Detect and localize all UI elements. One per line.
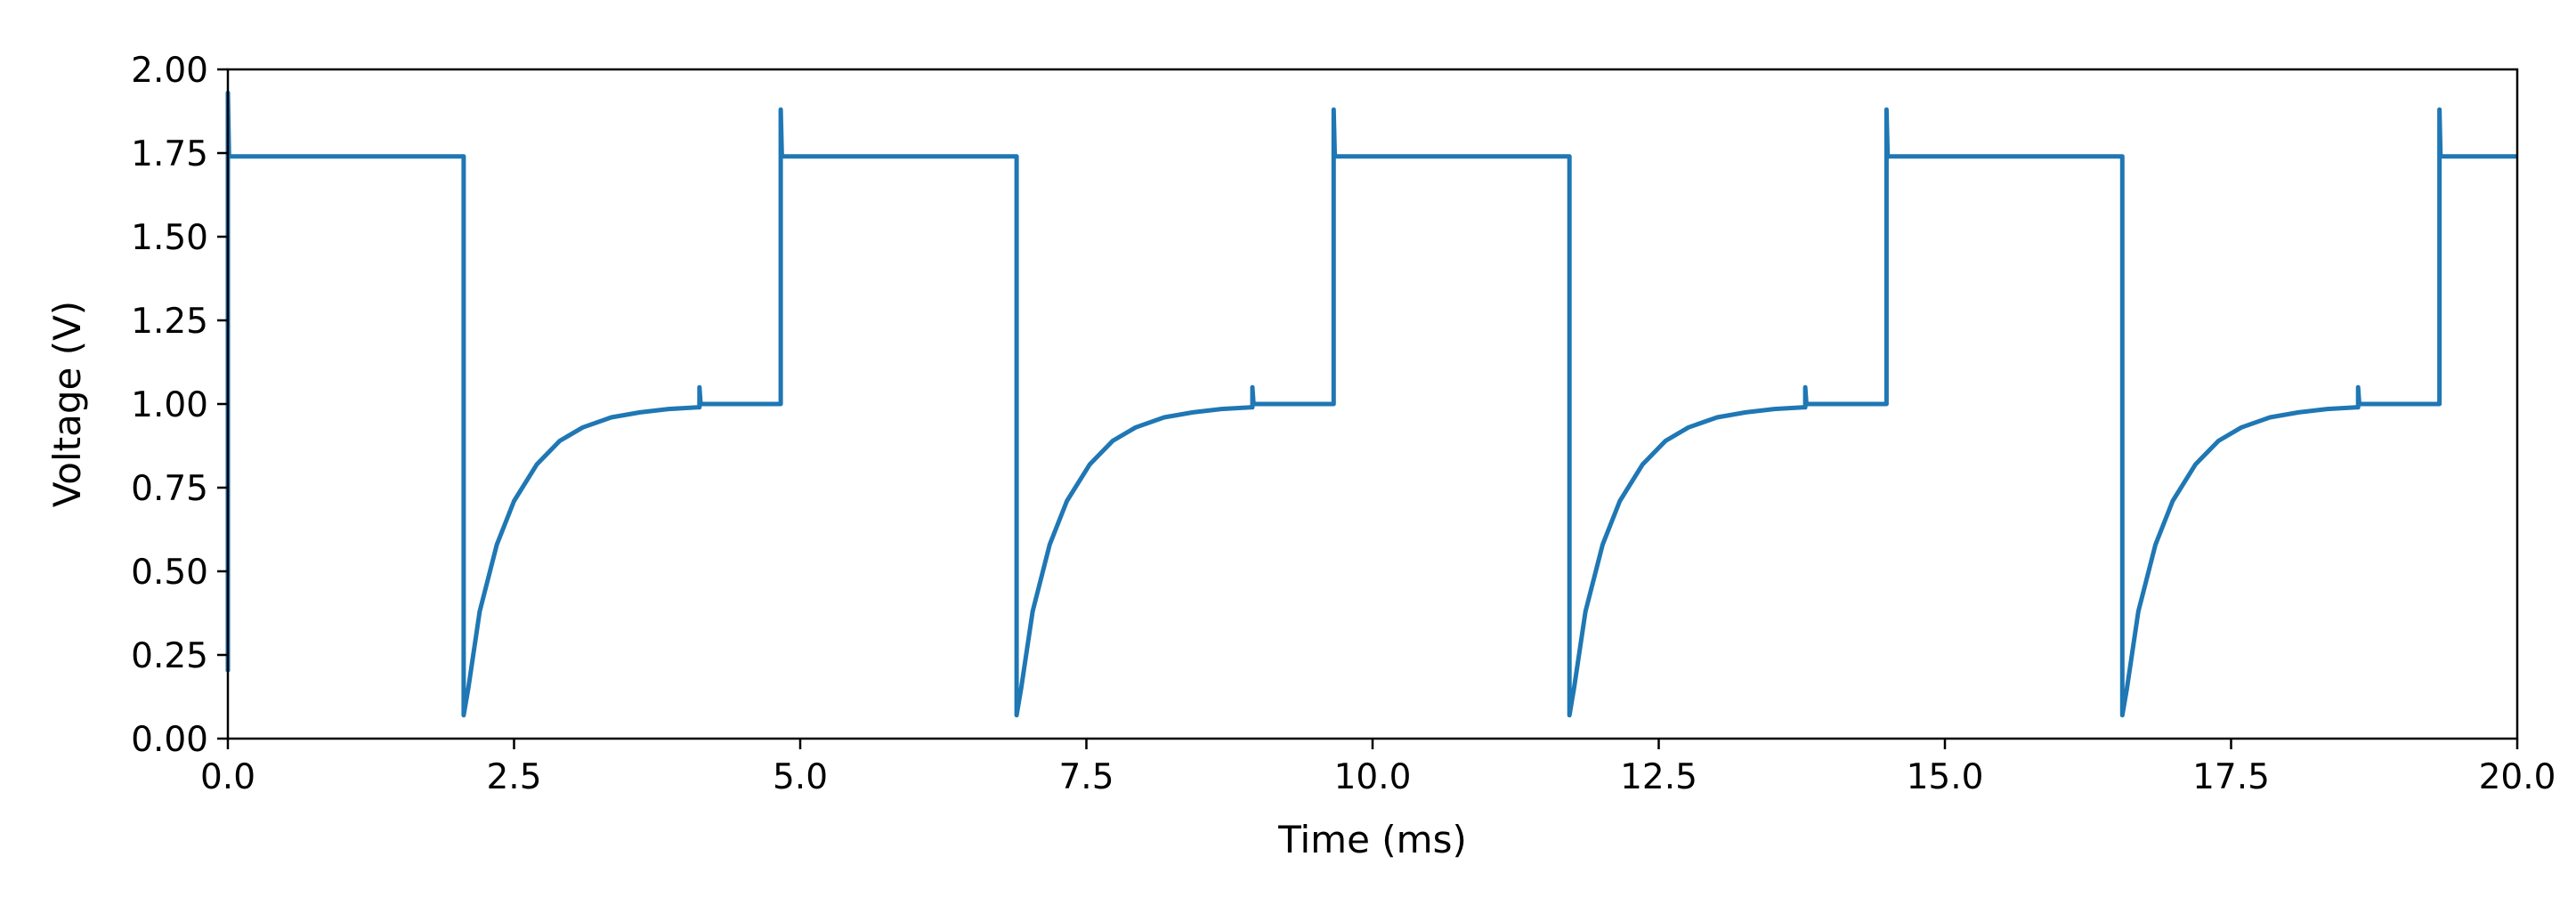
x-tick-label: 17.5 <box>2192 757 2270 797</box>
x-tick-label: 2.5 <box>486 757 541 797</box>
x-axis-label: Time (ms) <box>1277 818 1467 861</box>
voltage-series-line <box>225 90 2517 718</box>
y-axis: 0.00 0.25 0.50 0.75 1.00 1.25 1.50 1.75 2.00 <box>131 51 228 760</box>
y-axis-label: Voltage (V) <box>45 301 89 507</box>
series-layer <box>225 90 2517 718</box>
y-tick-label: 1.50 <box>131 218 208 258</box>
x-tick-label: 10.0 <box>1334 757 1412 797</box>
y-tick-label: 1.25 <box>131 302 208 342</box>
y-tick-label: 0.25 <box>131 636 208 676</box>
x-tick-label: 20.0 <box>2479 757 2556 797</box>
y-tick-label: 0.75 <box>131 469 208 509</box>
y-tick-label: 1.75 <box>131 134 208 174</box>
x-axis: 0.0 2.5 5.0 7.5 10.0 12.5 15.0 17.5 20.0 <box>200 739 2556 797</box>
x-tick-label: 12.5 <box>1620 757 1697 797</box>
y-tick-label: 1.00 <box>131 385 208 425</box>
y-tick-label: 2.00 <box>131 51 208 91</box>
x-tick-label: 15.0 <box>1907 757 1984 797</box>
x-tick-label: 0.0 <box>200 757 255 797</box>
y-tick-label: 0.00 <box>131 720 208 760</box>
x-tick-label: 5.0 <box>773 757 828 797</box>
x-tick-label: 7.5 <box>1058 757 1114 797</box>
y-tick-label: 0.50 <box>131 553 208 593</box>
